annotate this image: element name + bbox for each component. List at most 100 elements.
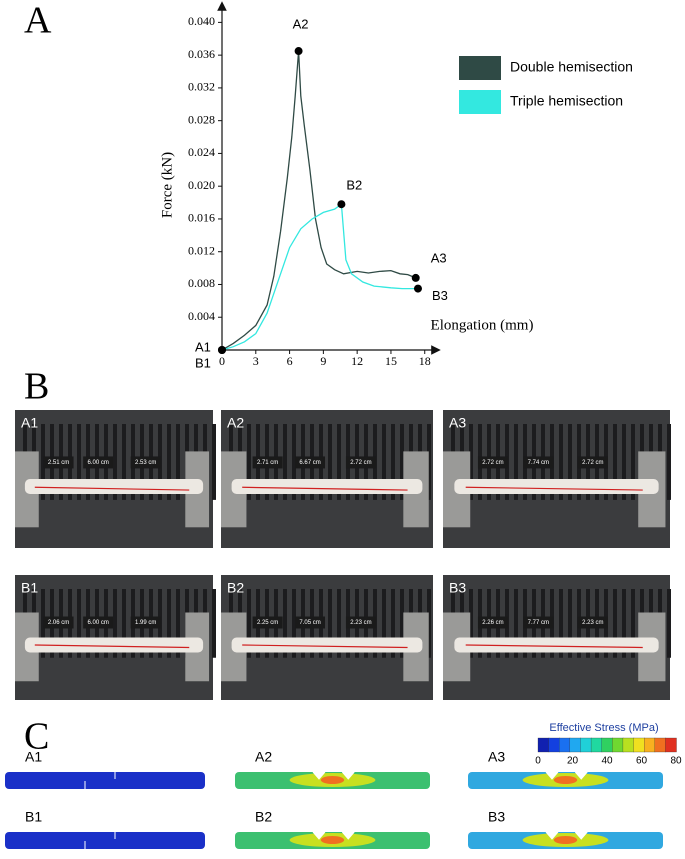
series-line xyxy=(221,50,416,351)
panel-label: B xyxy=(24,366,49,408)
measure-tag xyxy=(477,456,508,469)
measure-tag xyxy=(252,616,283,629)
point-label: A2 xyxy=(293,16,309,31)
measure-text: 6.67 cm xyxy=(299,460,320,466)
slot xyxy=(292,589,296,658)
measure-text: 2.06 cm xyxy=(48,620,69,626)
slot xyxy=(613,589,617,658)
measure-tag xyxy=(577,616,608,629)
y-tick-label: 0.032 xyxy=(188,80,215,94)
measure-tag xyxy=(83,456,114,469)
measure-text: 1.99 cm xyxy=(135,620,156,626)
slot xyxy=(469,589,473,658)
slot xyxy=(514,589,518,658)
slot xyxy=(122,589,126,658)
colorbar-tick-label: 60 xyxy=(636,756,648,767)
slot xyxy=(631,424,635,500)
slot xyxy=(328,424,332,500)
y-tick-label: 0.036 xyxy=(188,47,215,61)
slot xyxy=(622,589,626,658)
slot xyxy=(212,589,216,658)
photo: A1 2.51 cm 6.00 cm 2.53 cm xyxy=(15,410,216,548)
point-label: A3 xyxy=(431,250,447,265)
measure-text: 7.74 cm xyxy=(528,460,549,466)
point-marker xyxy=(411,273,420,282)
photo: A2 2.71 cm 6.67 cm 2.72 cm xyxy=(221,410,433,548)
colorbar-tick-label: 80 xyxy=(670,756,682,767)
slot xyxy=(176,424,180,500)
measure-text: 2.72 cm xyxy=(582,460,603,466)
slot xyxy=(613,424,617,500)
colorbar-title: Effective Stress (MPa) xyxy=(549,722,658,734)
colorbar-cell xyxy=(654,737,667,753)
slot xyxy=(77,424,81,500)
photo-label: A2 xyxy=(227,415,244,431)
slot xyxy=(167,589,171,658)
measure-tag xyxy=(83,616,114,629)
notch xyxy=(545,771,588,780)
slot xyxy=(167,424,171,500)
specimen xyxy=(231,479,423,494)
colorbar-cell xyxy=(622,737,635,753)
point-marker xyxy=(218,346,226,354)
measure-line xyxy=(465,486,643,491)
colorbar-cell xyxy=(612,737,624,753)
photo: B1 2.06 cm 6.00 cm 1.99 cm xyxy=(15,575,216,700)
stress-peak xyxy=(553,836,578,844)
y-tick-label: 0.040 xyxy=(188,14,215,28)
model-label: B2 xyxy=(255,809,272,825)
slot xyxy=(176,589,180,658)
slot xyxy=(328,589,332,658)
slot xyxy=(667,424,671,500)
specimen xyxy=(24,479,204,494)
measure-tag xyxy=(295,456,326,469)
colorbar-cell xyxy=(644,737,656,753)
colorbar-tick-label: 20 xyxy=(567,756,579,767)
point-label: B1 xyxy=(195,355,211,370)
photo-label: A1 xyxy=(21,415,38,431)
specimen xyxy=(454,637,659,653)
legend-label: Triple hemisection xyxy=(510,93,623,109)
measure-text: 7.77 cm xyxy=(528,620,549,626)
measure-text: 2.23 cm xyxy=(582,620,603,626)
x-tick-label: 6 xyxy=(287,354,293,368)
slot xyxy=(469,424,473,500)
slot xyxy=(77,589,81,658)
colorbar-cell xyxy=(559,737,571,753)
colorbar-cell xyxy=(569,737,582,753)
photo-label: B2 xyxy=(227,580,244,596)
series-line xyxy=(221,202,418,351)
slot xyxy=(337,589,341,658)
colorbar-tick-label: 40 xyxy=(601,756,613,767)
x-tick-label: 18 xyxy=(419,354,431,368)
measure-line xyxy=(242,644,408,649)
photo-label: B1 xyxy=(21,580,38,596)
measure-tag xyxy=(577,456,608,469)
measure-tag xyxy=(43,456,74,469)
specimen xyxy=(24,637,204,653)
y-tick-label: 0.024 xyxy=(188,145,215,159)
y-axis-label: Force (kN) xyxy=(159,152,175,218)
slot xyxy=(382,589,386,658)
measure-text: 2.71 cm xyxy=(257,460,278,466)
slot xyxy=(400,589,404,658)
slot xyxy=(568,589,572,658)
measure-text: 6.00 cm xyxy=(87,620,108,626)
measure-text: 2.25 cm xyxy=(257,620,278,626)
notch xyxy=(545,831,588,840)
slot xyxy=(568,424,572,500)
x-tick-label: 12 xyxy=(351,354,363,368)
point-label: B2 xyxy=(346,178,362,193)
colorbar-cell xyxy=(665,737,677,753)
measure-tag xyxy=(477,616,508,629)
measure-tag xyxy=(345,456,376,469)
photo: A3 2.72 cm 7.74 cm 2.72 cm xyxy=(443,410,671,548)
measure-line xyxy=(34,644,190,649)
measure-text: 2.26 cm xyxy=(482,620,503,626)
point-marker xyxy=(413,284,422,293)
measure-line xyxy=(465,644,643,649)
model-label: A2 xyxy=(255,749,272,765)
slot xyxy=(427,589,431,658)
y-tick-label: 0.008 xyxy=(188,276,215,290)
y-tick-label: 0.028 xyxy=(188,112,215,126)
